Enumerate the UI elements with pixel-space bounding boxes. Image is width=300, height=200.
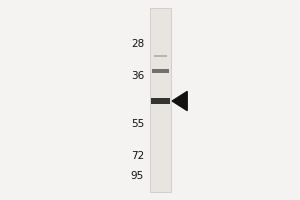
Bar	[150, 8, 171, 192]
Text: 36: 36	[131, 71, 144, 81]
Bar	[151, 98, 170, 104]
Text: 95: 95	[131, 171, 144, 181]
Text: 55: 55	[131, 119, 144, 129]
Text: 28: 28	[131, 39, 144, 49]
Bar	[154, 55, 167, 57]
Polygon shape	[172, 91, 187, 111]
Bar	[152, 69, 169, 73]
Text: 72: 72	[131, 151, 144, 161]
